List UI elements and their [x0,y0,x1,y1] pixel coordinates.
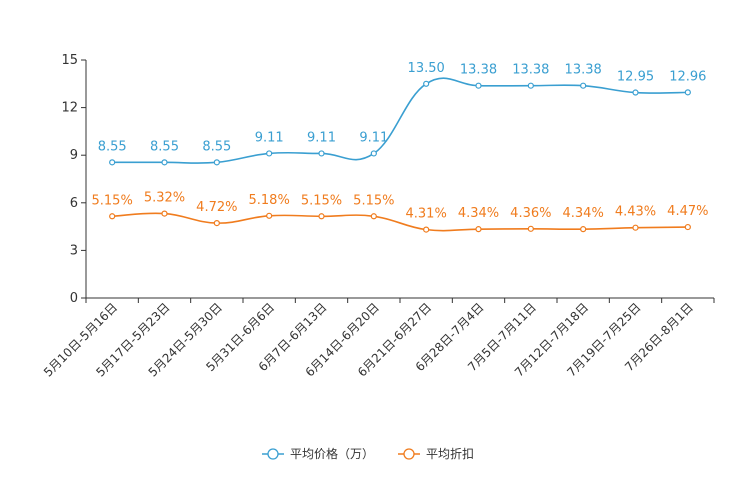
data-point [318,213,325,220]
data-label: 13.50 [408,61,445,76]
data-point [423,226,430,233]
data-point [266,150,273,157]
y-tick-label: 6 [70,196,78,211]
data-point [632,224,639,231]
data-label: 4.43% [615,205,656,220]
data-label: 4.47% [667,204,708,219]
data-point [580,226,587,233]
data-point [213,159,220,166]
data-label: 5.32% [144,191,185,206]
data-point [318,150,325,157]
legend-item-2: 平均折扣 [398,446,474,461]
data-point [266,212,273,219]
data-label: 4.31% [406,207,447,222]
legend: 平均价格（万） 平均折扣 [262,446,474,461]
data-point [213,220,220,227]
data-label: 5.18% [249,193,290,208]
data-point [161,210,168,217]
series-line [112,77,688,164]
data-point [109,159,116,166]
data-point [370,213,377,220]
data-point [475,226,482,233]
y-tick-label: 0 [70,291,78,306]
legend-marker [403,448,415,460]
data-point [684,223,691,231]
legend-label: 平均折扣 [426,446,474,461]
y-tick-label: 9 [70,148,78,163]
series-line [112,212,688,232]
data-label: 4.34% [458,206,499,221]
data-label: 8.55 [202,139,231,154]
series-layer: 8.55 8.55 8.55 9.11 9.11 9.11 13.50 13.38 13.38 1… [92,61,708,233]
data-label: 5.15% [301,193,342,208]
data-label: 13.38 [565,63,602,78]
data-label: 4.36% [510,206,551,221]
data-point [161,159,168,166]
data-point [527,82,534,89]
data-label: 12.96 [669,69,706,84]
data-point [109,213,116,220]
data-point [580,82,587,89]
series-2: 5.15% 5.32% 4.72% 5.18% 5.15% 5.15% 4.31% 4.34%… [92,191,708,233]
data-label: 9.11 [359,130,388,145]
data-point [475,82,482,89]
y-tick-label: 15 [61,53,78,68]
data-label: 8.55 [98,139,127,154]
data-label: 4.34% [563,206,604,221]
data-label: 8.55 [150,139,179,154]
legend-item-1: 平均价格（万） [262,446,374,461]
data-label: 9.11 [255,130,284,145]
data-point [632,89,639,96]
data-point [423,80,430,87]
data-point [684,89,691,96]
data-point [527,225,534,232]
data-label: 5.15% [92,193,133,208]
legend-marker [267,448,279,460]
series-1: 8.55 8.55 8.55 9.11 9.11 9.11 13.50 13.38 13.38 1… [98,61,706,166]
y-tick-label: 3 [70,243,78,258]
data-label: 13.38 [460,63,497,78]
data-point [370,150,377,157]
data-label: 12.95 [617,70,654,85]
legend-label: 平均价格（万） [290,446,374,461]
y-tick-label: 12 [61,101,78,116]
data-label: 5.15% [353,193,394,208]
data-label: 4.72% [196,200,237,215]
data-label: 9.11 [307,130,336,145]
data-label: 13.38 [512,63,549,78]
